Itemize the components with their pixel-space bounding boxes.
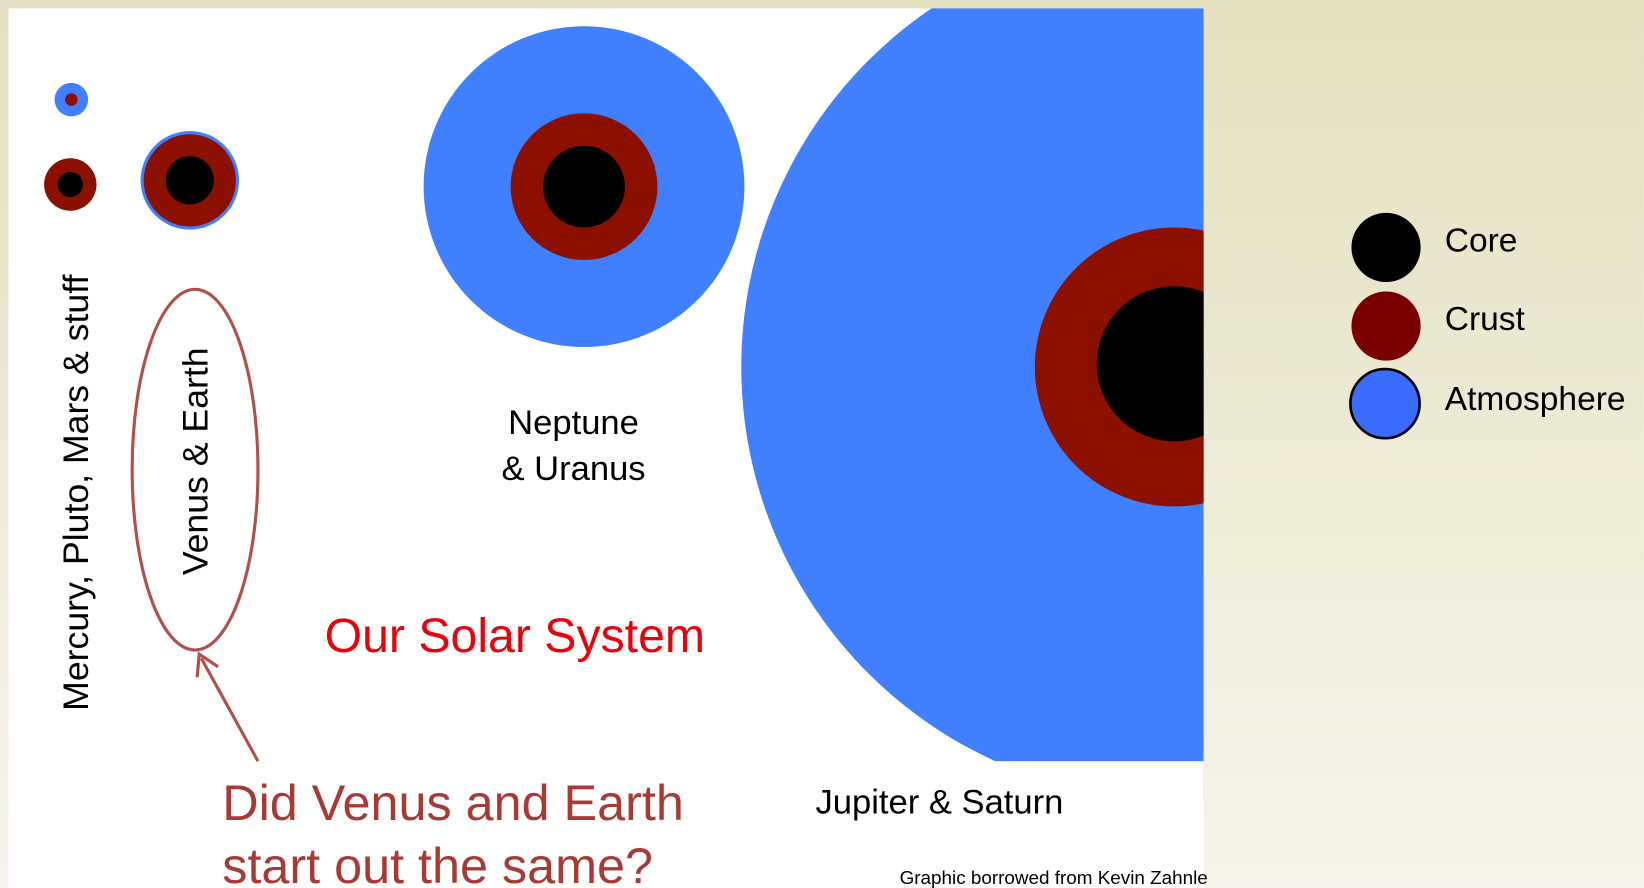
legend-atmosphere: [1350, 369, 1419, 438]
credit: Graphic borrowed from Kevin Zahnle: [900, 867, 1208, 888]
slide: Mercury, Pluto, Mars & stuff Venus & Ear…: [0, 0, 1644, 888]
page: Mercury, Pluto, Mars & stuff Venus & Ear…: [0, 0, 1644, 888]
neptune-core: [543, 146, 625, 228]
group-label: Venus & Earth: [176, 347, 216, 575]
small-body-crust: [65, 93, 78, 106]
legend-label: Crust: [1445, 301, 1526, 338]
group-label: Neptune: [508, 404, 639, 442]
legend-label: Atmosphere: [1445, 381, 1626, 418]
legend-core: [1351, 213, 1420, 282]
group-label: Mercury, Pluto, Mars & stuff: [56, 275, 96, 711]
venus-earth-core: [166, 156, 214, 204]
question: start out the same?: [222, 837, 653, 888]
title: Our Solar System: [325, 609, 706, 663]
group-label: Jupiter & Saturn: [815, 784, 1063, 822]
legend-crust: [1351, 291, 1420, 360]
group-label: & Uranus: [501, 450, 645, 488]
question: Did Venus and Earth: [222, 774, 684, 831]
rocky-core: [58, 172, 83, 197]
legend-label: Core: [1445, 223, 1518, 260]
